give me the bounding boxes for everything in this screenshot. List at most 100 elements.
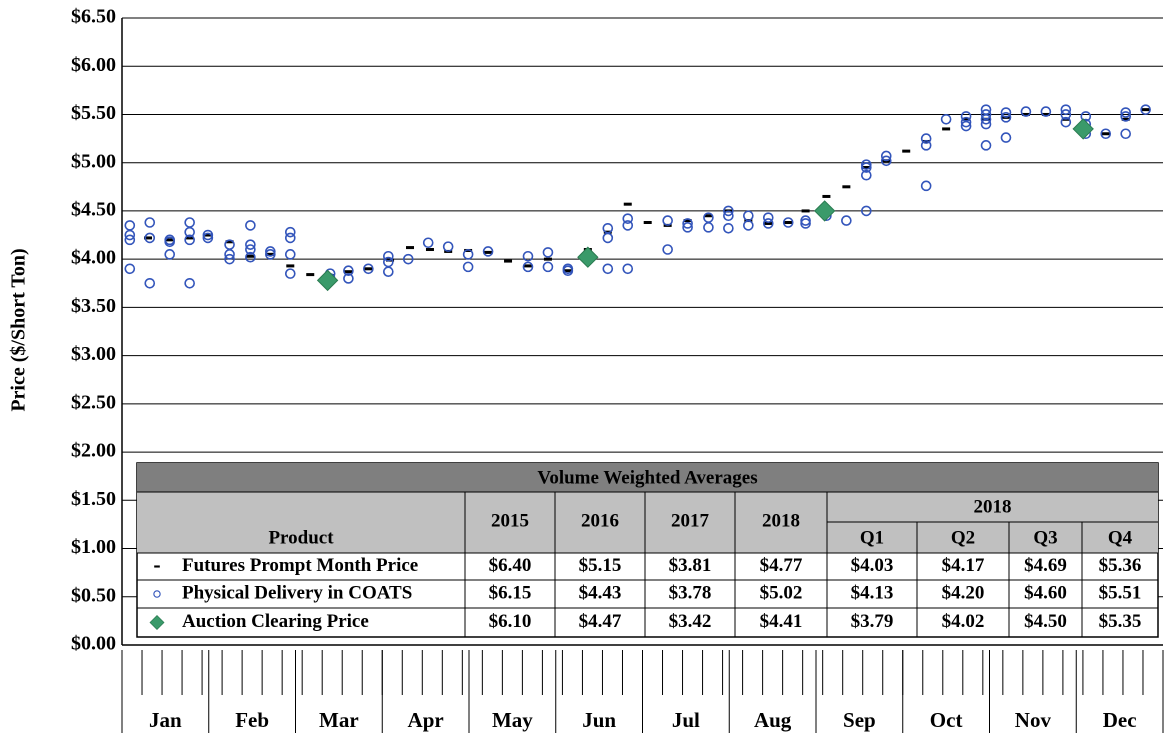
point — [623, 202, 632, 206]
point — [144, 277, 156, 289]
point — [622, 263, 634, 275]
point — [622, 213, 634, 224]
y-axis-label: Price ($/Short Ton) — [8, 248, 30, 411]
point — [980, 113, 992, 125]
point — [144, 236, 153, 240]
point — [723, 210, 734, 222]
y-tick-label: $1.00 — [71, 536, 116, 558]
point — [1072, 118, 1094, 140]
x-tick-label: Apr — [408, 708, 444, 732]
point — [284, 249, 296, 260]
x-tick-label: May — [492, 708, 533, 732]
table-title: Volume Weighted Averages — [537, 467, 757, 488]
point — [643, 220, 652, 224]
table-header: Q1 — [860, 527, 884, 548]
table-cell: $4.03 — [851, 555, 894, 576]
table-cell: $5.15 — [579, 555, 622, 576]
point — [662, 215, 673, 226]
x-tick-label: Aug — [754, 708, 792, 732]
legend-label: Auction Clearing Price — [182, 611, 369, 632]
point — [1120, 111, 1131, 122]
table-cell: $5.35 — [1099, 611, 1142, 632]
point — [144, 217, 156, 228]
point — [484, 250, 493, 254]
y-tick-label: $6.00 — [71, 54, 116, 76]
point — [682, 222, 693, 233]
table-header: Q4 — [1108, 527, 1133, 548]
point — [980, 140, 992, 151]
point — [266, 252, 275, 256]
point — [743, 210, 754, 222]
point — [284, 268, 296, 279]
point — [202, 232, 214, 244]
point — [622, 220, 634, 231]
point — [522, 261, 534, 273]
x-tick-label: Jul — [672, 708, 700, 732]
point — [1060, 104, 1072, 115]
point — [363, 263, 374, 275]
table-cell: $6.10 — [489, 611, 532, 632]
point — [703, 222, 714, 233]
point — [406, 246, 415, 250]
table-cell: $4.60 — [1024, 582, 1067, 603]
point — [245, 220, 256, 231]
point — [462, 261, 474, 273]
point — [184, 226, 195, 238]
table-cell: $4.77 — [760, 555, 803, 576]
point — [682, 218, 693, 229]
table-cell: $4.20 — [942, 582, 985, 603]
point — [202, 229, 214, 241]
x-tick-label: Mar — [319, 708, 359, 732]
point — [1020, 106, 1032, 117]
y-tick-label: $4.00 — [71, 247, 116, 269]
point — [743, 220, 754, 231]
point — [563, 269, 572, 273]
point — [880, 150, 892, 162]
point — [704, 214, 713, 218]
point — [542, 247, 554, 258]
table-header: Q2 — [951, 527, 975, 548]
point — [577, 246, 599, 268]
point — [343, 273, 354, 284]
table-cell: $3.78 — [669, 582, 712, 603]
x-tick-label: Feb — [235, 708, 269, 732]
table-header: Q3 — [1033, 527, 1057, 548]
point — [523, 264, 532, 268]
point — [124, 234, 136, 246]
point — [1120, 128, 1131, 140]
point — [225, 240, 234, 244]
x-tick-label: Nov — [1015, 708, 1052, 732]
point — [144, 232, 156, 244]
legend-label: Futures Prompt Month Price — [182, 555, 418, 576]
table-header: 2017 — [671, 510, 710, 531]
point — [383, 250, 394, 262]
legend-symbol — [153, 590, 161, 598]
y-tick-label: $2.00 — [71, 440, 116, 462]
point — [164, 249, 176, 260]
table-cell: $5.51 — [1099, 582, 1142, 603]
table-cell: $6.40 — [489, 555, 532, 576]
point — [306, 273, 315, 277]
y-tick-label: $5.00 — [71, 150, 116, 172]
y-tick-label: $2.50 — [71, 391, 116, 413]
table-cell: $4.43 — [579, 582, 622, 603]
y-tick-label: $4.50 — [71, 199, 116, 221]
x-tick-label: Sep — [843, 708, 876, 732]
point — [343, 265, 354, 277]
y-tick-label: $0.00 — [71, 633, 116, 655]
table-header: 2015 — [491, 510, 529, 531]
point — [920, 140, 932, 151]
point — [723, 205, 734, 217]
table-cell: $4.02 — [942, 611, 985, 632]
point — [800, 215, 811, 226]
point — [1040, 106, 1052, 117]
point — [246, 254, 255, 258]
point — [1101, 132, 1110, 136]
point — [1000, 107, 1012, 118]
point — [782, 217, 794, 228]
point — [402, 253, 414, 265]
point — [224, 253, 235, 265]
point — [841, 215, 852, 226]
point — [942, 127, 951, 131]
